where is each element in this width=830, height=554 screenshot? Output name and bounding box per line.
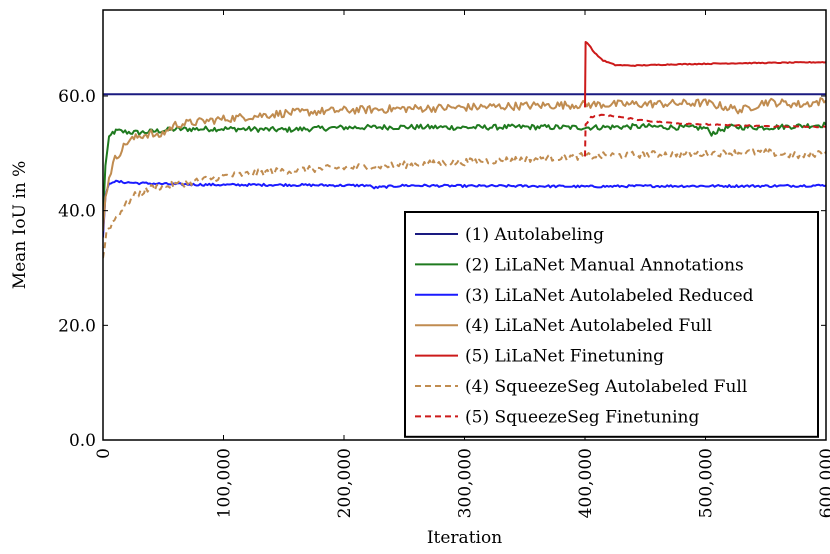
legend-entry-label: (2) LiLaNet Manual Annotations <box>465 255 744 275</box>
legend-entry-label: (4) LiLaNet Autolabeled Full <box>465 316 712 336</box>
x-tick-label: 300,000 <box>456 448 476 518</box>
legend-entry-label: (1) Autolabeling <box>465 225 604 245</box>
series-layer <box>103 40 826 259</box>
y-tick-label: 20.0 <box>58 316 96 336</box>
x-tick-label: 100,000 <box>215 448 235 518</box>
x-tick-label: 500,000 <box>697 448 717 518</box>
legend-entry-label: (3) LiLaNet Autolabeled Reduced <box>465 286 754 306</box>
y-tick-label: 40.0 <box>58 202 96 222</box>
legend-box <box>404 211 819 438</box>
ticks-layer: 0 100,000 200,000 300,000 400,000 500,000 600,… <box>58 10 830 518</box>
legend-entry-label: (4) SqueezeSeg Autolabeled Full <box>465 377 747 397</box>
series-line-7 <box>584 113 826 157</box>
series-line-4 <box>103 97 826 232</box>
x-tick-label: 0 <box>94 448 114 459</box>
x-axis-label: Iteration <box>427 528 502 548</box>
x-tick-label: 400,000 <box>576 448 596 518</box>
y-axis-label: Mean IoU in % <box>10 161 30 290</box>
x-tick-label: 600,000 <box>817 448 830 518</box>
series-line-6 <box>103 148 826 259</box>
series-line-3 <box>103 179 826 238</box>
y-tick-label: 0.0 <box>69 431 96 451</box>
y-tick-label: 60.0 <box>58 87 96 107</box>
x-tick-label: 200,000 <box>335 448 355 518</box>
legend-entry-label: (5) SqueezeSeg Finetuning <box>465 407 699 427</box>
series-line-5 <box>584 40 826 108</box>
legend-entry-label: (5) LiLaNet Finetuning <box>465 347 664 367</box>
legend: (1) Autolabeling (2) LiLaNet Manual Annot… <box>404 211 819 438</box>
series-line-2 <box>103 121 826 219</box>
